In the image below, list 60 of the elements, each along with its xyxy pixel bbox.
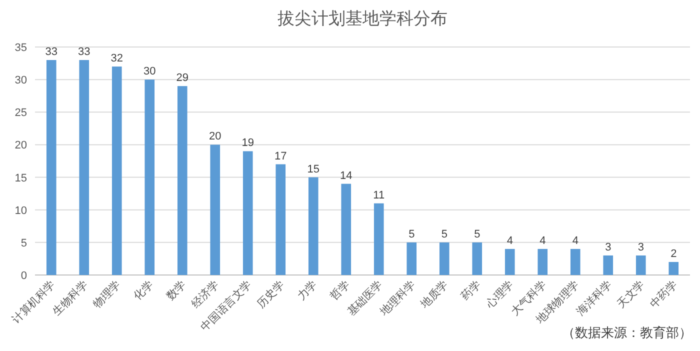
data-label: 33 bbox=[45, 46, 58, 58]
x-tick-label: 哲学 bbox=[328, 278, 352, 303]
x-tick-label: 天文学 bbox=[614, 278, 647, 310]
bar bbox=[636, 255, 646, 275]
bar bbox=[210, 144, 220, 275]
x-tick-label: 数学 bbox=[164, 278, 188, 303]
bar bbox=[177, 86, 188, 275]
data-label: 2 bbox=[670, 248, 677, 260]
data-label: 33 bbox=[78, 46, 90, 58]
data-label: 3 bbox=[605, 241, 612, 254]
y-tick-label: 15 bbox=[14, 172, 27, 184]
bar bbox=[603, 255, 614, 275]
bar bbox=[538, 248, 548, 275]
y-tick-label: 25 bbox=[14, 107, 27, 120]
data-label: 29 bbox=[176, 72, 188, 84]
bar bbox=[112, 66, 122, 275]
x-tick-label: 化学 bbox=[132, 278, 156, 303]
bar bbox=[472, 242, 482, 275]
bar bbox=[439, 242, 450, 275]
bar bbox=[276, 164, 286, 275]
bar bbox=[46, 60, 56, 275]
bar bbox=[144, 80, 155, 275]
data-label: 19 bbox=[242, 137, 254, 150]
x-tick-label: 历史学 bbox=[254, 278, 287, 310]
data-label: 11 bbox=[373, 189, 385, 202]
y-tick-label: 20 bbox=[14, 140, 27, 152]
data-label: 4 bbox=[572, 234, 578, 247]
data-label: 5 bbox=[408, 228, 415, 240]
y-tick-label: 30 bbox=[14, 74, 27, 87]
y-tick-label: 35 bbox=[14, 42, 27, 54]
data-label: 4 bbox=[506, 234, 513, 247]
data-label: 32 bbox=[110, 52, 123, 65]
data-label: 14 bbox=[340, 170, 352, 182]
data-label: 30 bbox=[144, 66, 156, 78]
data-label: 5 bbox=[441, 228, 448, 240]
bar bbox=[504, 248, 515, 275]
bar bbox=[668, 262, 679, 275]
y-tick-label: 0 bbox=[20, 270, 27, 282]
text: （数据来源：教育部） bbox=[562, 325, 692, 340]
y-tick-label: 10 bbox=[14, 204, 27, 217]
data-label: 3 bbox=[638, 241, 644, 254]
bar bbox=[242, 151, 253, 275]
data-label: 20 bbox=[209, 130, 222, 143]
bar bbox=[308, 177, 318, 275]
bar bbox=[570, 248, 580, 275]
y-tick-label: 5 bbox=[20, 237, 27, 250]
x-tick-label: 地质学 bbox=[417, 278, 450, 312]
bar bbox=[374, 203, 384, 275]
data-label: 4 bbox=[540, 234, 546, 247]
x-tick-label: 力学 bbox=[294, 278, 320, 303]
data-label: 5 bbox=[474, 228, 480, 240]
bar bbox=[406, 242, 417, 275]
x-tick-label: 药学 bbox=[458, 278, 484, 303]
x-tick-label: 中药学 bbox=[647, 278, 680, 310]
bar bbox=[341, 184, 352, 275]
data-label: 17 bbox=[274, 150, 287, 162]
data-label: 15 bbox=[307, 163, 320, 176]
x-tick-label: 物理学 bbox=[91, 278, 123, 310]
chart-title: 拔尖计划基地学科分布 bbox=[278, 9, 448, 28]
bar bbox=[79, 60, 90, 275]
